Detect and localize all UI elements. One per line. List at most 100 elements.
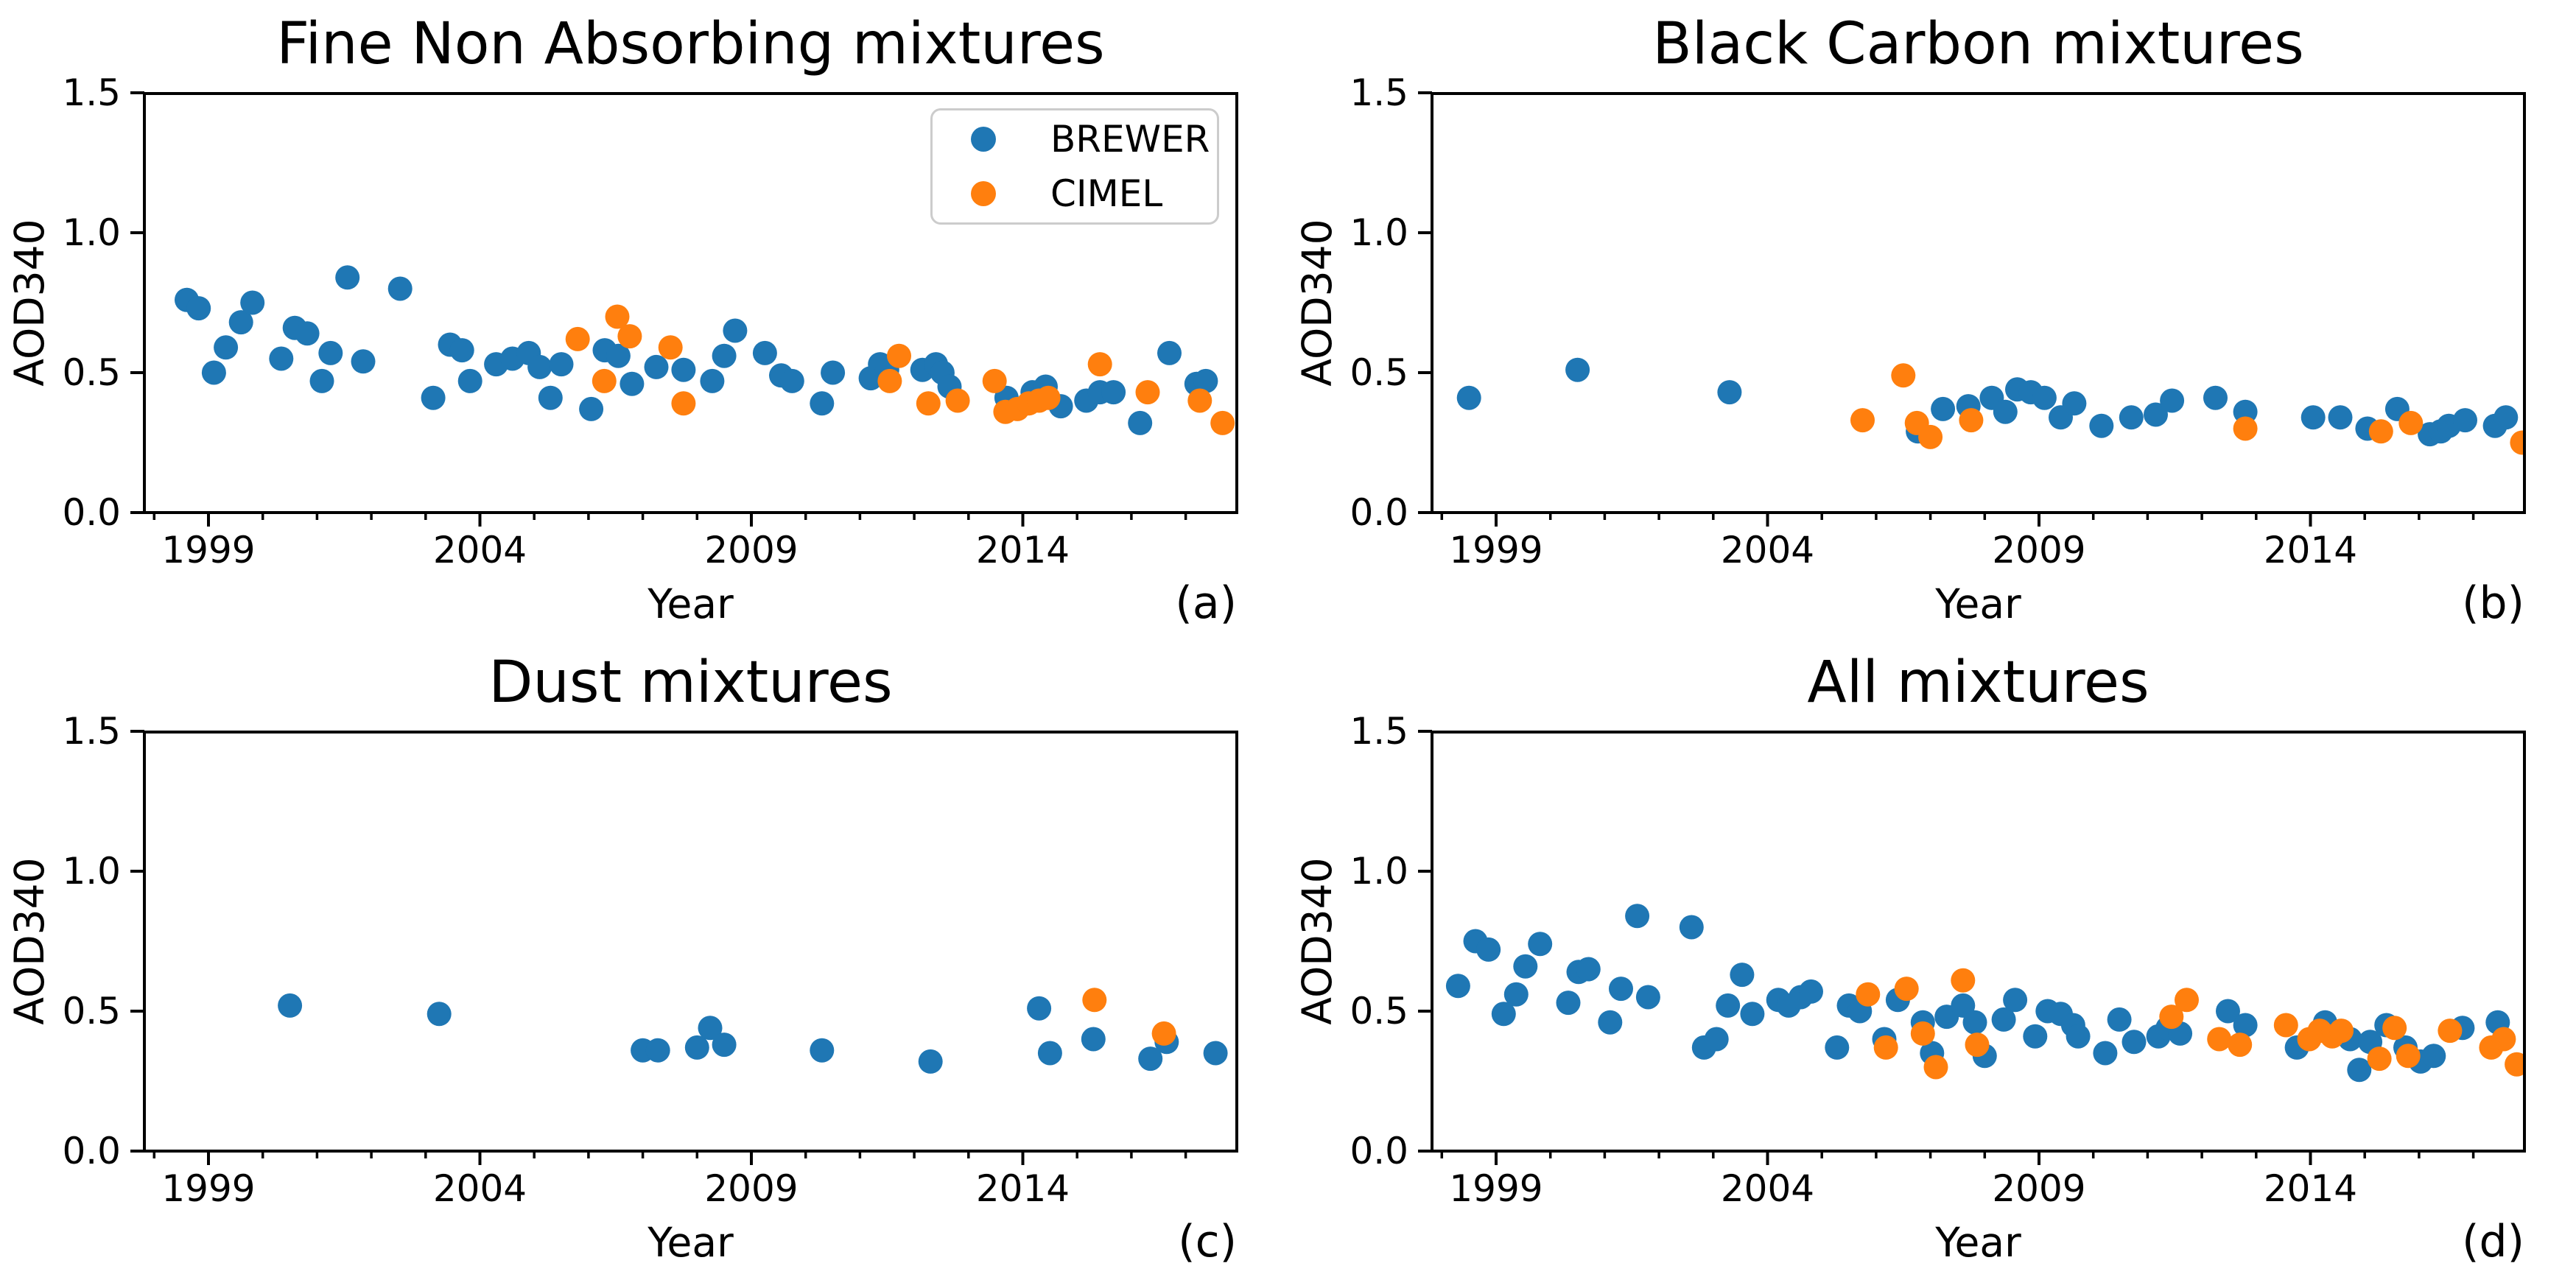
data-point-brewer (2144, 402, 2168, 427)
data-point-cimel (2175, 988, 2199, 1013)
data-point-brewer (1565, 357, 1590, 382)
data-point-brewer (644, 354, 669, 379)
data-point-brewer (810, 391, 835, 416)
x-axis-label: Year (647, 580, 734, 627)
data-point-cimel (2228, 1032, 2253, 1058)
data-point-brewer (810, 1038, 835, 1063)
data-point-brewer (527, 354, 552, 379)
x-tick-label: 2009 (1992, 1167, 2085, 1210)
data-point-brewer (645, 1038, 670, 1063)
scatter-plot-b: 1999 2004 2009 2014 0.0 0.5 1.0 1.5 (1350, 71, 2526, 571)
data-point-brewer (684, 1035, 709, 1060)
data-point-brewer (712, 343, 737, 368)
y-tick-label: 1.0 (62, 850, 121, 893)
data-point-brewer (2493, 405, 2519, 430)
data-point-brewer (278, 993, 303, 1018)
data-point-cimel (1918, 424, 1943, 449)
data-point-brewer (1037, 1041, 1062, 1066)
data-point-brewer (1704, 1027, 1729, 1052)
y-tick-label: 0.5 (62, 990, 121, 1032)
data-point-cimel (1856, 982, 1881, 1007)
data-point-brewer (1491, 1002, 1516, 1027)
brewer-marker-icon (971, 127, 996, 152)
y-tick-label: 0.5 (1350, 990, 1408, 1032)
data-point-brewer (606, 343, 631, 368)
data-point-brewer (269, 346, 294, 371)
data-point-cimel (658, 335, 683, 360)
x-tick-label: 2009 (1992, 529, 2085, 571)
y-axis-label: AOD340 (1294, 219, 1341, 387)
axes-spines (1431, 92, 2526, 514)
y-tick-label: 1.5 (62, 71, 121, 114)
cimel-marker-icon (971, 181, 996, 206)
x-tick-label: 2014 (976, 529, 1070, 571)
data-point-cimel (2438, 1019, 2463, 1044)
data-point-brewer (1717, 380, 1742, 405)
legend-entry-brewer: BREWER (933, 118, 1217, 161)
data-point-cimel (1910, 1021, 1935, 1046)
panel-letter: (d) (2462, 1216, 2524, 1267)
legend-label: BREWER (1050, 118, 1210, 161)
data-point-cimel (2505, 1052, 2524, 1077)
data-point-brewer (1445, 974, 1470, 999)
data-point-brewer (449, 338, 474, 363)
data-points (1445, 904, 2524, 1083)
data-point-brewer (1993, 399, 2018, 424)
data-point-cimel (1187, 388, 1212, 413)
data-point-cimel (2396, 1044, 2421, 1069)
x-tick-label: 1999 (1449, 1167, 1543, 1210)
panel-title: Fine Non Absorbing mixtures (276, 11, 1105, 77)
data-point-brewer (421, 385, 446, 410)
data-point-brewer (387, 276, 413, 301)
y-tick-label: 1.0 (62, 211, 121, 254)
y-tick-label: 1.5 (62, 710, 121, 753)
data-point-brewer (1503, 982, 1529, 1007)
data-point-brewer (579, 396, 604, 421)
data-point-brewer (2203, 385, 2228, 410)
x-tick-label: 2004 (433, 1167, 527, 1210)
data-point-brewer (1635, 985, 1660, 1010)
data-point-brewer (2421, 1044, 2446, 1069)
x-axis-label: Year (1935, 1219, 2021, 1266)
data-point-cimel (1965, 1032, 1990, 1058)
data-points (1456, 357, 2524, 455)
x-tick-label: 2014 (976, 1167, 1070, 1210)
x-tick-label: 1999 (161, 1167, 255, 1210)
axes-spines (143, 731, 1238, 1153)
data-point-brewer (2062, 391, 2087, 416)
data-point-cimel (2510, 430, 2524, 455)
data-point-cimel (877, 368, 902, 393)
data-point-brewer (538, 385, 563, 410)
y-tick-label: 0.0 (1350, 1130, 1408, 1172)
axes-spines (143, 92, 1238, 514)
data-point-brewer (2216, 999, 2240, 1024)
data-point-brewer (214, 335, 239, 360)
data-point-brewer (427, 1002, 452, 1027)
data-point-brewer (2347, 1058, 2372, 1083)
data-point-brewer (1101, 380, 1126, 405)
scatter-plot-d: 1999 2004 2009 2014 0.0 0.5 1.0 1.5 (1350, 710, 2526, 1210)
data-point-cimel (1087, 352, 1112, 377)
data-point-brewer (1991, 1007, 2016, 1032)
data-point-cimel (1894, 977, 1919, 1002)
panel-letter: (b) (2462, 577, 2524, 629)
data-point-brewer (1740, 1002, 1765, 1027)
data-point-cimel (945, 388, 970, 413)
x-tick-label: 2004 (1721, 529, 1814, 571)
y-tick-label: 0.5 (1350, 351, 1408, 394)
data-point-brewer (335, 265, 360, 290)
panel-all-mixtures: 1999 2004 2009 2014 0.0 0.5 1.0 1.5 All mixture… (1288, 638, 2575, 1277)
y-tick-label: 0.0 (1350, 491, 1408, 534)
data-point-brewer (1825, 1035, 1850, 1060)
x-axis-label: Year (1935, 580, 2021, 627)
data-point-cimel (1923, 1055, 1948, 1080)
data-point-cimel (1036, 385, 1061, 410)
data-point-brewer (2160, 388, 2185, 413)
data-point-cimel (1151, 1021, 1176, 1046)
data-point-brewer (1556, 991, 1581, 1016)
x-tick-label: 2004 (1721, 1167, 1814, 1210)
y-axis-label: AOD340 (6, 857, 53, 1025)
panel-title: Dust mixtures (488, 650, 893, 716)
data-point-cimel (2207, 1027, 2232, 1052)
data-point-brewer (752, 340, 777, 365)
